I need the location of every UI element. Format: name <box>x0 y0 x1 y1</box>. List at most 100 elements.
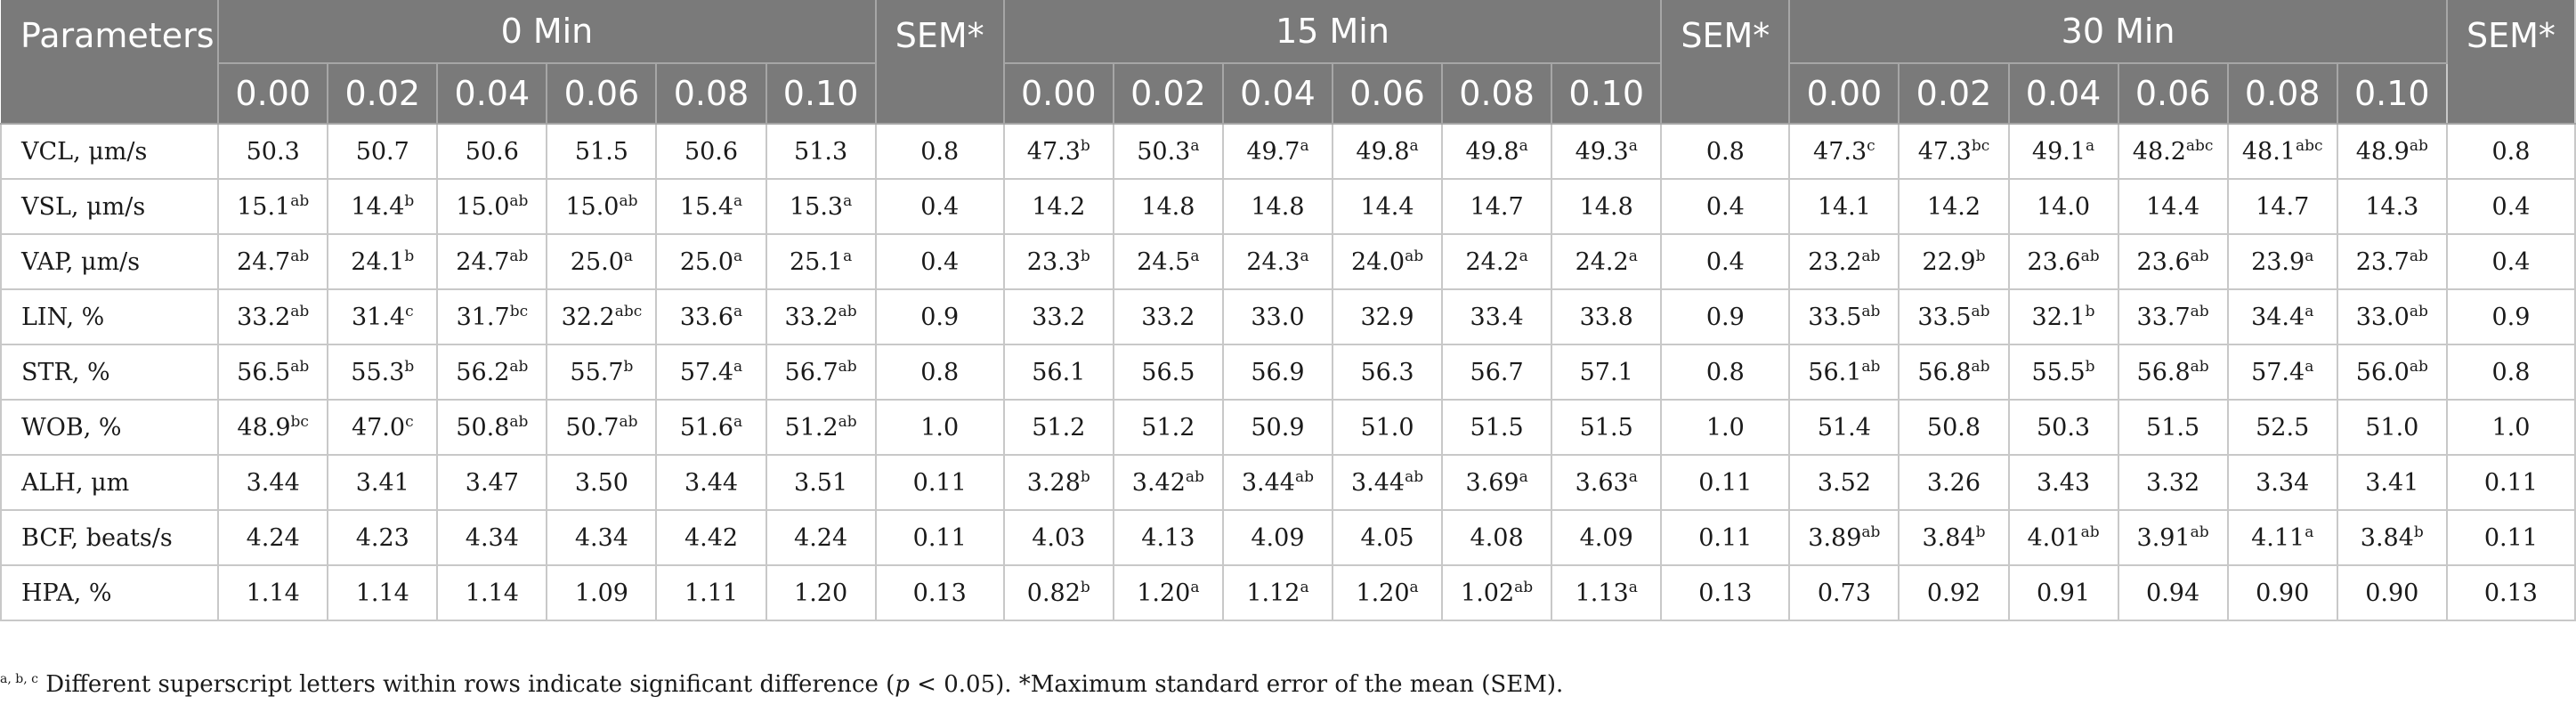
cell-superscript: ab <box>619 412 638 431</box>
cell-superscript: b <box>2085 302 2095 320</box>
table-cell: 4.24 <box>766 510 877 566</box>
concentration-header: 0.10 <box>2337 63 2448 125</box>
cell-value: 0.8 <box>1705 358 1745 386</box>
cell-value: 14.1 <box>1817 192 1871 221</box>
cell-superscript: a <box>2305 302 2314 320</box>
concentration-header: 0.06 <box>2118 63 2229 125</box>
table-cell: 14.1 <box>1789 179 1900 235</box>
cell-value: 3.44 <box>684 468 739 497</box>
cell-value: 23.6 <box>2027 247 2081 276</box>
table-cell: 33.8 <box>1551 289 1663 345</box>
cell-value: 50.6 <box>684 137 739 166</box>
cell-value: 51.5 <box>1470 413 1524 442</box>
cell-value: 0.8 <box>2491 358 2531 386</box>
cell-value: 23.6 <box>2136 247 2191 276</box>
cell-superscript: bc <box>509 302 529 320</box>
cell-superscript: abc <box>2295 136 2323 155</box>
table-cell: 48.9ab <box>2337 124 2448 180</box>
cell-superscript: b <box>404 247 415 265</box>
table-row: BCF, beats/s 4.24 4.23 4.34 4.34 4.42 4.24 0.11… <box>0 510 2576 566</box>
cell-value: 14.7 <box>2256 192 2310 221</box>
cell-superscript: b <box>1080 247 1090 265</box>
table-cell: 24.5a <box>1113 234 1224 290</box>
cell-value: 32.2 <box>561 303 615 331</box>
table-cell: 56.1ab <box>1789 344 1900 401</box>
cell-value: 47.3 <box>1026 137 1081 166</box>
table-cell: 56.7ab <box>766 344 877 401</box>
cell-superscript: a <box>733 412 743 431</box>
table-cell: 15.0ab <box>547 179 658 235</box>
cell-superscript: b <box>2413 523 2424 541</box>
cell-superscript: a <box>1190 247 1200 265</box>
cell-value: 0.13 <box>1698 579 1753 607</box>
concentration-header: 0.02 <box>328 63 439 125</box>
cell-value: 14.8 <box>1579 192 1633 221</box>
cell-value: 3.43 <box>2036 468 2091 497</box>
table-cell: 0.91 <box>2008 565 2119 621</box>
table-cell: 0.11 <box>875 510 1005 566</box>
cell-value: 56.8 <box>2136 358 2191 386</box>
row-label: STR, % <box>0 344 220 401</box>
cell-value: 14.8 <box>1141 192 1195 221</box>
cell-value: 51.6 <box>679 413 733 442</box>
cell-value: 57.4 <box>679 358 733 386</box>
table-cell: 47.3bc <box>1899 124 2010 180</box>
cell-value: 15.1 <box>237 192 291 221</box>
concentration-header: 0.00 <box>1003 63 1114 125</box>
cell-value: 3.44 <box>1350 468 1405 497</box>
table-cell: 31.7bc <box>437 289 548 345</box>
cell-value: 1.13 <box>1575 579 1629 607</box>
cell-superscript: ab <box>290 357 310 376</box>
table-cell: 51.6a <box>656 400 767 456</box>
cell-value: 0.73 <box>1817 579 1871 607</box>
cell-value: 1.20 <box>1356 579 1410 607</box>
cell-value: 3.42 <box>1131 468 1186 497</box>
cell-value: 33.5 <box>1808 303 1862 331</box>
cell-superscript: ab <box>509 191 529 210</box>
table-cell: 4.34 <box>437 510 548 566</box>
cell-value: 4.42 <box>684 523 739 552</box>
cell-superscript: abc <box>2185 136 2214 155</box>
cell-superscript: b <box>1080 136 1090 155</box>
cell-superscript: ab <box>1971 302 1990 320</box>
table-body: VCL, μm/s 50.3 50.7 50.6 51.5 50.6 51.3 0.8 47.3… <box>0 124 2576 621</box>
cell-value: 51.5 <box>2146 413 2200 442</box>
table-cell: 47.3c <box>1789 124 1900 180</box>
cell-superscript: b <box>623 357 634 376</box>
table-cell: 56.1 <box>1003 344 1114 401</box>
cell-value: 15.3 <box>789 192 844 221</box>
footnote-text: Different superscript letters within row… <box>37 671 895 698</box>
cell-value: 14.7 <box>1470 192 1524 221</box>
cell-superscript: ab <box>2409 136 2428 155</box>
cell-value: 32.9 <box>1360 303 1414 331</box>
cell-value: 56.1 <box>1808 358 1862 386</box>
cell-superscript: a <box>1300 247 1309 265</box>
cell-value: 49.7 <box>1246 137 1300 166</box>
table-cell: 33.6a <box>656 289 767 345</box>
cell-superscript: ab <box>1185 467 1204 486</box>
table-cell: 3.41 <box>2337 455 2448 511</box>
table-row: STR, % 56.5ab 55.3b 56.2ab 55.7b 57.4a 56.7ab 0… <box>0 344 2576 401</box>
table-cell: 33.2ab <box>766 289 877 345</box>
cell-superscript: c <box>405 302 414 320</box>
table-cell: 33.2 <box>1003 289 1114 345</box>
cell-value: 24.0 <box>1350 247 1405 276</box>
table-cell: 24.7ab <box>218 234 329 290</box>
table-cell: 3.52 <box>1789 455 1900 511</box>
table-cell: 1.14 <box>437 565 548 621</box>
concentration-header: 0.08 <box>2227 63 2338 125</box>
cell-superscript: ab <box>619 191 638 210</box>
concentration-header: 0.10 <box>1551 63 1663 125</box>
table-cell: 24.3a <box>1222 234 1333 290</box>
table-cell: 14.4 <box>1332 179 1444 235</box>
sem-header: SEM* <box>2446 0 2576 125</box>
cell-value: 14.4 <box>2146 192 2200 221</box>
table-cell: 57.4a <box>656 344 767 401</box>
cell-superscript: a <box>733 191 743 210</box>
cell-value: 24.2 <box>1465 247 1519 276</box>
table-cell: 3.44 <box>656 455 767 511</box>
cell-value: 48.1 <box>2241 137 2296 166</box>
table-row: LIN, % 33.2ab 31.4c 31.7bc 32.2abc 33.6a 33.2a… <box>0 289 2576 345</box>
row-label: VAP, μm/s <box>0 234 220 290</box>
table-cell: 3.41 <box>328 455 439 511</box>
